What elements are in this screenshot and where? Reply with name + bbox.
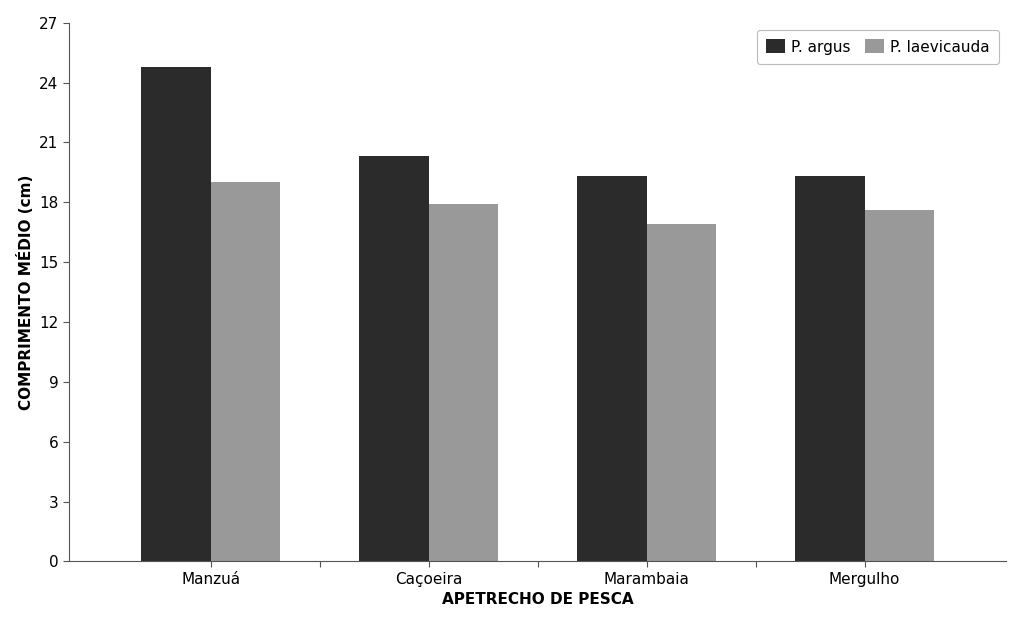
Bar [795, 177, 864, 562]
Bar [359, 157, 429, 562]
Bar [211, 182, 280, 562]
Legend: P. argus, P. laevicauda: P. argus, P. laevicauda [757, 31, 998, 64]
Bar [429, 204, 498, 562]
Bar [141, 67, 211, 562]
Y-axis label: COMPRIMENTO MÉDIO (cm): COMPRIMENTO MÉDIO (cm) [16, 174, 34, 410]
Bar [647, 224, 716, 562]
X-axis label: APETRECHO DE PESCA: APETRECHO DE PESCA [442, 592, 633, 607]
Bar [864, 210, 934, 562]
Bar [577, 177, 647, 562]
